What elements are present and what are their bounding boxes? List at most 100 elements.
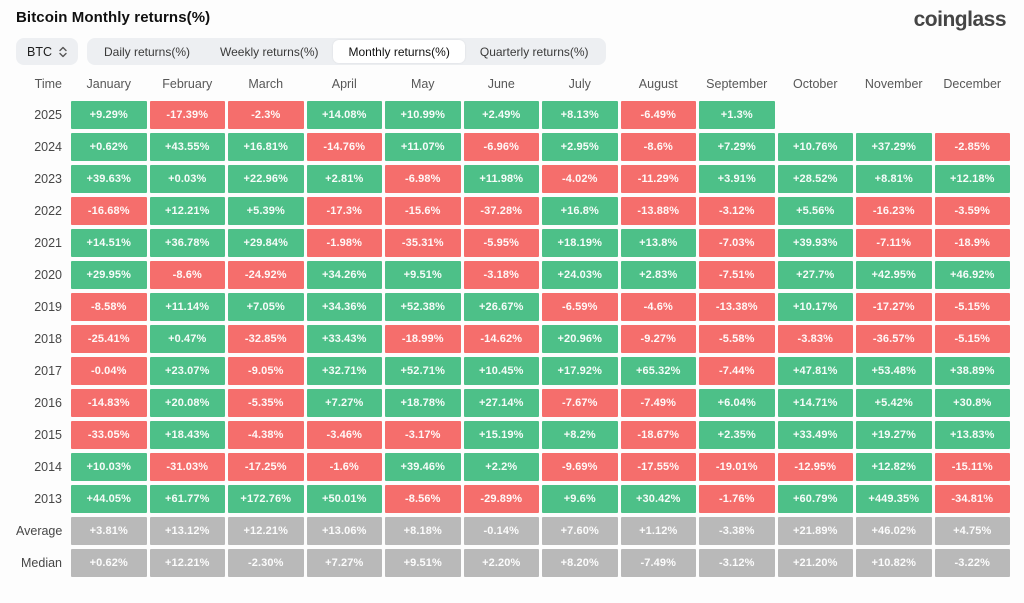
return-cell: +3.81% <box>71 517 147 545</box>
return-cell: +16.8% <box>542 197 618 225</box>
return-cell: +2.81% <box>306 165 382 193</box>
return-cell: +2.20% <box>463 549 539 577</box>
page-title: Bitcoin Monthly returns(%) <box>16 9 211 26</box>
return-cell: -18.9% <box>934 229 1010 257</box>
return-cell: +14.08% <box>306 101 382 129</box>
return-cell: +7.60% <box>542 517 618 545</box>
return-cell: +39.93% <box>777 229 853 257</box>
return-cell: +7.05% <box>228 293 304 321</box>
return-cell: +65.32% <box>620 357 696 385</box>
return-cell: +11.07% <box>385 133 461 161</box>
return-cell: +5.42% <box>856 389 932 417</box>
return-cell: -3.83% <box>777 325 853 353</box>
return-cell: +18.43% <box>149 421 225 449</box>
return-cell: -9.05% <box>228 357 304 385</box>
return-cell: +0.62% <box>71 549 147 577</box>
row-label-2022: 2022 <box>34 204 62 218</box>
column-header-july: July <box>568 77 591 91</box>
column-header-november: November <box>864 77 923 91</box>
tab-weekly[interactable]: Weekly returns(%) <box>205 40 333 63</box>
return-cell: +1.12% <box>620 517 696 545</box>
return-cell: -5.15% <box>934 325 1010 353</box>
column-header-august: August <box>638 77 678 91</box>
return-cell: +13.8% <box>620 229 696 257</box>
tab-monthly[interactable]: Monthly returns(%) <box>333 40 465 63</box>
return-cell: -5.58% <box>699 325 775 353</box>
return-cell: +172.76% <box>228 485 304 513</box>
return-cell: +39.63% <box>71 165 147 193</box>
return-cell: -6.59% <box>542 293 618 321</box>
return-cell: -7.03% <box>699 229 775 257</box>
return-cell: -29.89% <box>463 485 539 513</box>
return-cell: +14.71% <box>777 389 853 417</box>
row-label-2014: 2014 <box>34 460 62 474</box>
return-cell: -18.67% <box>620 421 696 449</box>
return-cell: +61.77% <box>149 485 225 513</box>
return-cell: +9.51% <box>385 261 461 289</box>
row-label-median: Median <box>21 556 62 570</box>
return-cell: -7.49% <box>620 549 696 577</box>
return-cell: +22.96% <box>228 165 304 193</box>
return-cell: -7.11% <box>856 229 932 257</box>
return-cell <box>856 101 932 129</box>
row-label-2020: 2020 <box>34 268 62 282</box>
returns-interval-tabs: Daily returns(%) Weekly returns(%) Monthly… <box>87 38 606 65</box>
return-cell: +32.71% <box>306 357 382 385</box>
return-cell: -1.76% <box>699 485 775 513</box>
column-header-february: February <box>162 77 213 91</box>
return-cell: +3.91% <box>699 165 775 193</box>
return-cell: +12.82% <box>856 453 932 481</box>
return-cell: +33.49% <box>777 421 853 449</box>
return-cell: +18.19% <box>542 229 618 257</box>
return-cell: +9.29% <box>71 101 147 129</box>
return-cell: -3.38% <box>699 517 775 545</box>
row-label-2017: 2017 <box>34 364 62 378</box>
return-cell: -14.62% <box>463 325 539 353</box>
return-cell: +8.13% <box>542 101 618 129</box>
return-cell: -7.67% <box>542 389 618 417</box>
page-header: Bitcoin Monthly returns(%) coinglass <box>0 0 1024 36</box>
return-cell <box>935 101 1011 129</box>
return-cell: -0.04% <box>71 357 147 385</box>
return-cell: +21.20% <box>777 549 853 577</box>
return-cell: -4.02% <box>542 165 618 193</box>
return-cell: -7.51% <box>699 261 775 289</box>
return-cell: +8.2% <box>542 421 618 449</box>
return-cell: +12.21% <box>149 197 225 225</box>
return-cell: -3.59% <box>934 197 1010 225</box>
tab-daily[interactable]: Daily returns(%) <box>89 40 205 63</box>
return-cell: -4.38% <box>228 421 304 449</box>
column-header-may: May <box>410 77 435 91</box>
row-label-2024: 2024 <box>34 140 62 154</box>
column-header-december: December <box>943 77 1002 91</box>
return-cell: +39.46% <box>385 453 461 481</box>
return-cell: +60.79% <box>777 485 853 513</box>
return-cell: -17.55% <box>620 453 696 481</box>
return-cell: -17.39% <box>149 101 225 129</box>
return-cell: +449.35% <box>856 485 932 513</box>
return-cell: +10.17% <box>777 293 853 321</box>
row-label-2025: 2025 <box>34 108 62 122</box>
tab-quarterly[interactable]: Quarterly returns(%) <box>465 40 604 63</box>
return-cell: -33.05% <box>71 421 147 449</box>
return-cell: +7.27% <box>306 389 382 417</box>
return-cell: +12.18% <box>934 165 1010 193</box>
return-cell: -5.35% <box>228 389 304 417</box>
return-cell: -8.56% <box>385 485 461 513</box>
return-cell: -7.49% <box>620 389 696 417</box>
return-cell: -8.58% <box>71 293 147 321</box>
return-cell: -5.15% <box>934 293 1010 321</box>
return-cell: +18.78% <box>385 389 461 417</box>
return-cell: +12.21% <box>228 517 304 545</box>
return-cell: +29.84% <box>228 229 304 257</box>
return-cell: +52.38% <box>385 293 461 321</box>
return-cell: +53.48% <box>856 357 932 385</box>
return-cell: +8.18% <box>385 517 461 545</box>
symbol-select[interactable]: BTC <box>16 38 78 65</box>
return-cell: -2.3% <box>228 101 304 129</box>
return-cell: +43.55% <box>149 133 225 161</box>
return-cell: +10.82% <box>856 549 932 577</box>
return-cell: +30.42% <box>620 485 696 513</box>
return-cell: -25.41% <box>71 325 147 353</box>
return-cell: +6.04% <box>699 389 775 417</box>
